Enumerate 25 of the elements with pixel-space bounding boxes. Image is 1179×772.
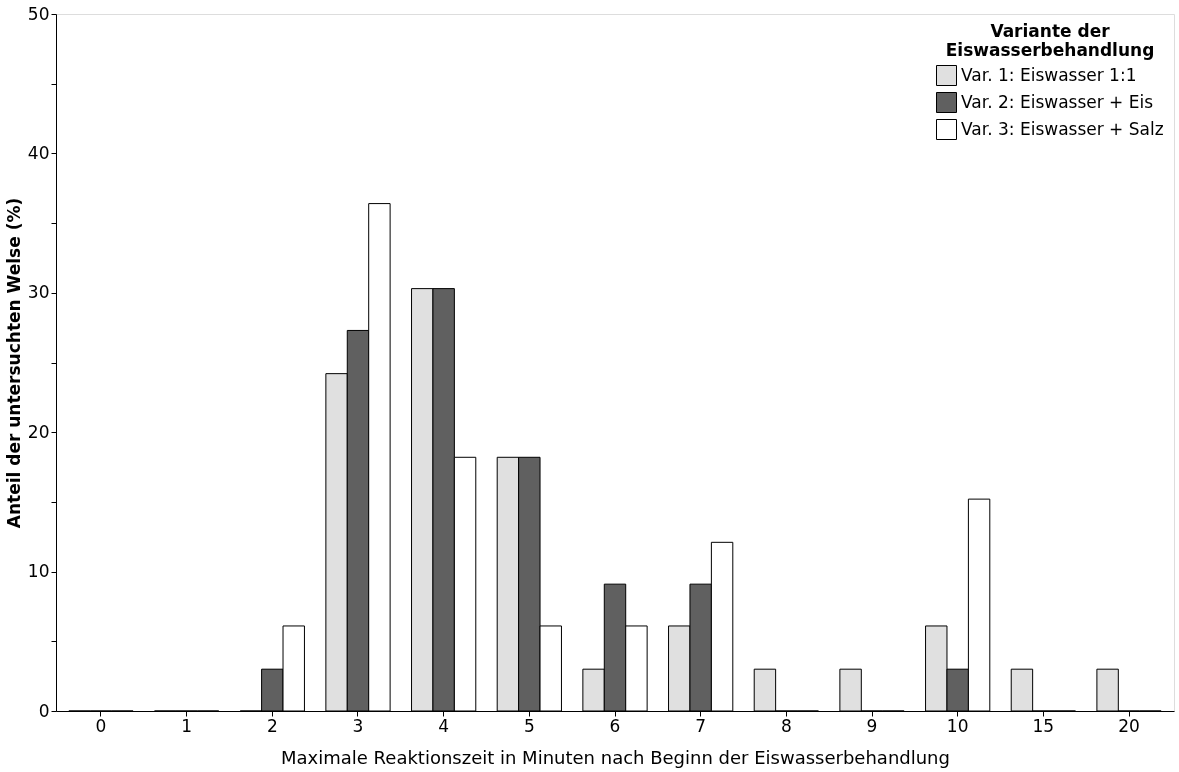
legend-label: Var. 1: Eiswasser 1:1: [961, 64, 1137, 85]
y-tick-label: 40: [27, 142, 50, 163]
y-tick-label: 20: [27, 421, 50, 442]
x-tick-label: 8: [780, 715, 792, 736]
x-tick-label: 9: [866, 715, 878, 736]
legend-label: Var. 2: Eiswasser + Eis: [961, 91, 1154, 112]
y-tick-label: 10: [27, 561, 50, 582]
y-tick-label: 50: [27, 3, 50, 24]
x-tick-label: 5: [523, 715, 535, 736]
x-tick-label: 20: [1118, 715, 1140, 736]
x-tick-label: 10: [946, 715, 969, 736]
legend-label: Var. 3: Eiswasser + Salz: [961, 118, 1164, 139]
x-tick-label: 2: [266, 715, 278, 736]
x-tick-label: 7: [695, 715, 707, 736]
y-axis-title: Anteil der untersuchten Welse (%): [3, 197, 24, 529]
x-tick-label: 3: [352, 715, 364, 736]
x-axis-title: Maximale Reaktionszeit in Minuten nach Beginn der Eiswasserbehandlung: [281, 746, 950, 768]
x-tick-label: 0: [95, 715, 107, 736]
x-tick-label: 15: [1032, 715, 1055, 736]
x-tick-label: 4: [438, 715, 450, 736]
x-tick-label: 6: [609, 715, 621, 736]
y-tick-label: 0: [38, 700, 50, 721]
x-tick-label: 1: [181, 715, 193, 736]
y-tick-label: 30: [27, 282, 50, 303]
legend-title: Variante der Eiswasserbehandlung: [945, 21, 1155, 60]
